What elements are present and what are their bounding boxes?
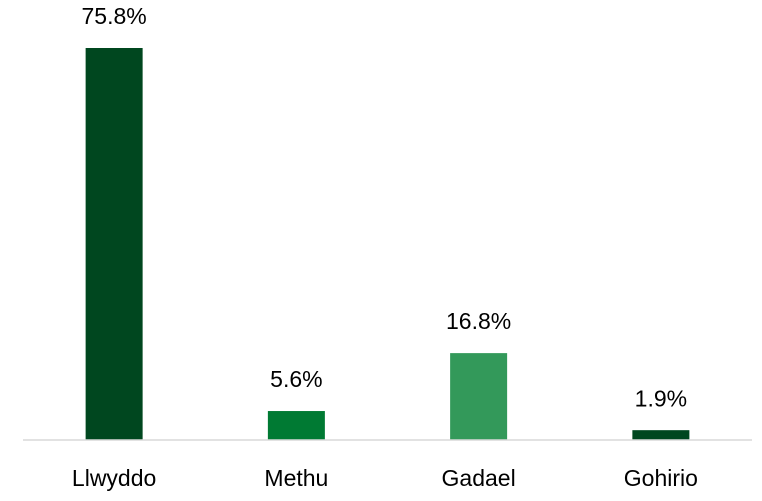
data-label: 75.8% — [82, 3, 147, 29]
data-label: 16.8% — [446, 308, 511, 334]
x-tick-label: Methu — [264, 465, 328, 491]
x-tick-label: Gohirio — [624, 465, 698, 491]
bar — [450, 353, 508, 440]
data-label: 5.6% — [270, 366, 322, 392]
bar — [632, 430, 690, 440]
x-tick-label: Llwyddo — [72, 465, 156, 491]
bar — [267, 411, 325, 440]
x-tick-label: Gadael — [442, 465, 516, 491]
bar — [85, 48, 143, 440]
data-label: 1.9% — [635, 385, 687, 411]
